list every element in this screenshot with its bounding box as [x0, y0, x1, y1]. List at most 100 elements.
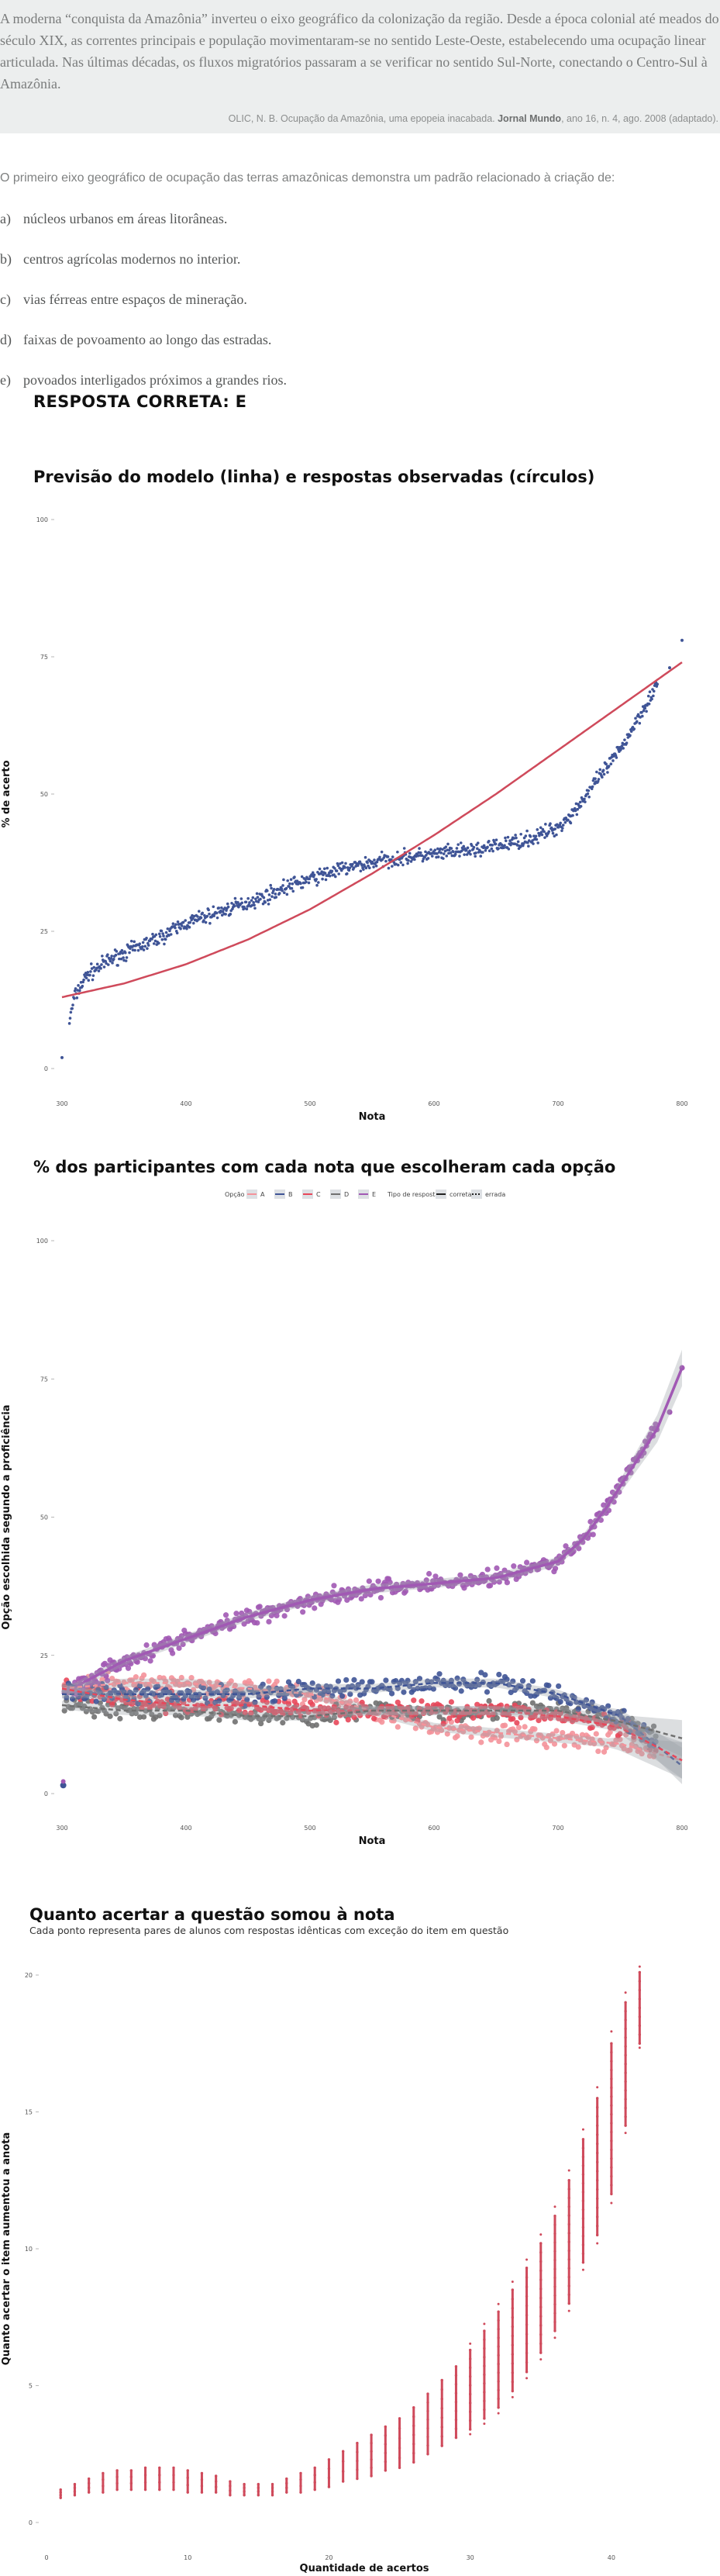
data-point-b [264, 1694, 270, 1701]
option-e[interactable]: e) povoados interligados próximos a grand… [0, 372, 287, 388]
data-point [436, 852, 439, 855]
data-point-e [524, 1559, 530, 1566]
data-point [73, 2490, 77, 2493]
data-point [89, 962, 93, 965]
option-text: faixas de povoamento ao longo das estrad… [23, 332, 272, 347]
data-point [143, 2466, 147, 2470]
data-point [317, 881, 320, 884]
data-point [172, 2466, 175, 2470]
option-c[interactable]: c) vias férreas entre espaços de mineraçã… [0, 292, 247, 308]
data-point [524, 834, 528, 837]
data-point [364, 866, 368, 870]
data-point [490, 847, 494, 851]
data-point [609, 762, 613, 765]
data-point-a [274, 1678, 280, 1684]
data-point [525, 2267, 529, 2270]
data-point [623, 738, 626, 741]
data-point [553, 2214, 556, 2218]
data-point-b [625, 1715, 631, 1722]
data-point-e [605, 1507, 612, 1514]
data-point [341, 2450, 345, 2453]
data-point-b [389, 1690, 395, 1697]
data-point-a [492, 1735, 498, 1741]
data-point-b [309, 1680, 315, 1687]
data-point [668, 666, 671, 670]
data-point-b [496, 1671, 502, 1678]
data-point [406, 862, 409, 865]
option-a[interactable]: a) núcleos urbanos em áreas litorâneas. [0, 211, 227, 227]
data-point [638, 2024, 642, 2028]
data-point [337, 872, 341, 875]
data-point [635, 720, 639, 723]
data-point [380, 850, 384, 854]
option-b[interactable]: b) centros agrícolas modernos no interior… [0, 251, 240, 268]
data-point [581, 2234, 585, 2238]
data-point [299, 2471, 302, 2475]
data-point [567, 2222, 570, 2226]
data-point-b [351, 1676, 357, 1683]
data-point-c [228, 1705, 234, 1711]
data-point [575, 813, 579, 817]
data-point [370, 2441, 373, 2445]
data-point-c [470, 1714, 477, 1721]
data-point [440, 2378, 443, 2382]
data-point [483, 2346, 486, 2350]
data-point-a [607, 1729, 613, 1735]
data-point [567, 2249, 570, 2253]
data-point-c [478, 1703, 484, 1710]
data-point-e [494, 1565, 500, 1571]
data-point-d [258, 1721, 264, 1727]
data-point-c [248, 1710, 254, 1716]
data-point-b [143, 1693, 149, 1699]
data-point [270, 895, 274, 898]
data-point-e [142, 1656, 148, 1662]
data-point [168, 929, 171, 933]
data-point-b [627, 1728, 633, 1735]
data-point [483, 2422, 486, 2426]
data-point [230, 901, 233, 905]
data-point-a [347, 1698, 353, 1704]
data-point [511, 2281, 514, 2284]
data-point [567, 2258, 570, 2261]
option-d[interactable]: d) faixas de povoamento ao longo das estr… [0, 332, 271, 348]
data-point [527, 844, 530, 848]
trend-line-d [61, 1704, 683, 1739]
data-point-a [574, 1733, 580, 1739]
data-point [229, 2489, 232, 2492]
data-point [71, 1007, 74, 1010]
x-tick-label: 0 [44, 2554, 48, 2561]
option-letter: d) [0, 332, 12, 347]
data-point [508, 839, 512, 843]
data-point-c [384, 1704, 391, 1710]
data-point [79, 980, 83, 984]
x-tick-label: 600 [428, 1100, 439, 1107]
data-point-c [280, 1711, 286, 1717]
data-point [119, 957, 123, 961]
data-point [188, 920, 192, 924]
data-point [578, 800, 582, 804]
data-point [525, 2304, 529, 2308]
data-point-b [103, 1684, 109, 1690]
data-point-b [575, 1706, 581, 1712]
data-point [204, 920, 208, 924]
data-point [133, 948, 136, 952]
citation: OLIC, N. B. Ocupação da Amazônia, uma ep… [229, 113, 718, 124]
data-point [245, 907, 249, 911]
data-point [186, 2476, 189, 2480]
data-point [87, 979, 91, 982]
data-point [638, 1970, 642, 1974]
legend-label-option: B [288, 1191, 293, 1198]
x-tick-label: 700 [552, 1100, 563, 1107]
data-point [346, 866, 350, 869]
data-point [624, 2106, 627, 2110]
data-point-e [511, 1563, 517, 1569]
data-point [595, 2105, 599, 2109]
data-point-b [440, 1677, 446, 1683]
data-point-b [398, 1677, 405, 1683]
data-point-b [621, 1708, 627, 1714]
data-point [595, 2160, 599, 2163]
data-point-b [605, 1703, 611, 1709]
data-point [525, 2371, 529, 2374]
data-point-b [343, 1676, 350, 1683]
data-point [270, 2482, 274, 2486]
